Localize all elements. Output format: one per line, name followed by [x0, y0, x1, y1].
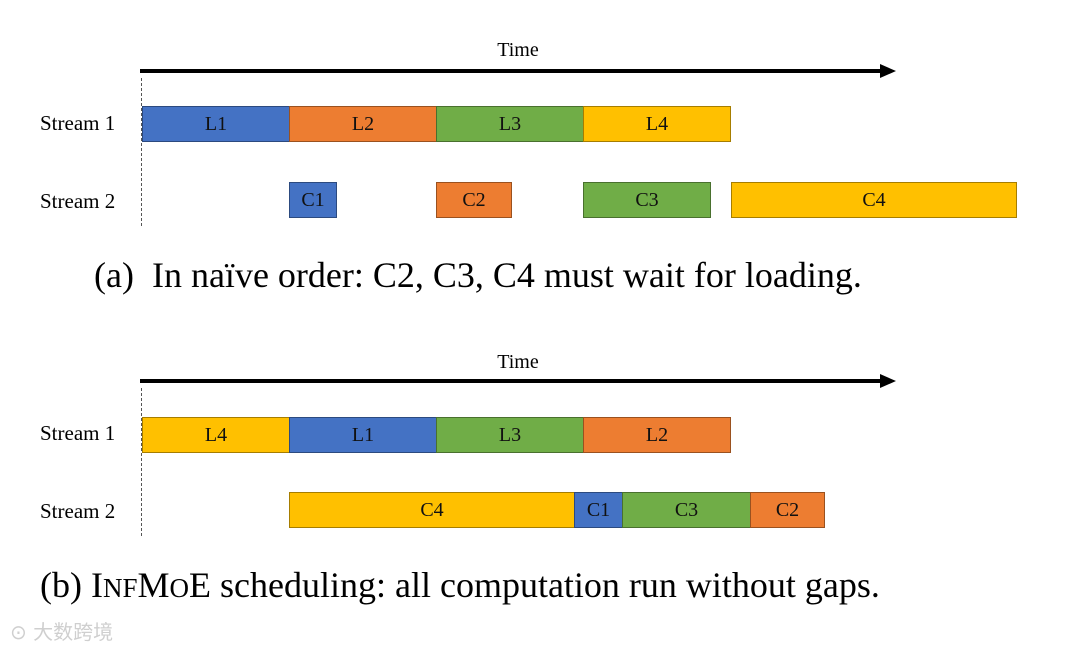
- caption-a: (a) In naïve order: C2, C3, C4 must wait…: [94, 254, 862, 296]
- watermark-text: 大数跨境: [33, 620, 114, 644]
- block-C2: C2: [750, 492, 825, 528]
- caption-b-prefix: (b): [40, 565, 82, 605]
- block-L3: L3: [436, 417, 584, 453]
- time-origin-line: [141, 388, 142, 536]
- block-C3: C3: [622, 492, 751, 528]
- block-L4: L4: [142, 417, 290, 453]
- block-C2: C2: [436, 182, 512, 218]
- time-label: Time: [497, 351, 539, 373]
- stream2-label: Stream 2: [40, 499, 116, 523]
- time-arrow: [140, 64, 896, 78]
- block-C4: C4: [731, 182, 1017, 218]
- time-arrow: [140, 374, 896, 388]
- stream2-label: Stream 2: [40, 189, 116, 213]
- caption-b-name-part: E: [189, 565, 212, 605]
- block-L2: L2: [583, 417, 731, 453]
- caption-b-system-name: INFMOE: [91, 565, 211, 605]
- caption-b-name-part: O: [169, 573, 190, 603]
- block-L1: L1: [289, 417, 437, 453]
- time-origin-line: [141, 78, 142, 226]
- block-L1: L1: [142, 106, 290, 142]
- block-C4: C4: [289, 492, 575, 528]
- caption-b-name-part: NF: [102, 573, 138, 603]
- block-C1: C1: [289, 182, 337, 218]
- watermark-logo-icon: ⊙: [10, 620, 27, 644]
- block-C3: C3: [583, 182, 711, 218]
- caption-b: (b) INFMOE scheduling: all computation r…: [40, 564, 880, 606]
- time-label: Time: [497, 39, 539, 61]
- stream1-label: Stream 1: [40, 111, 116, 135]
- caption-a-prefix: (a): [94, 255, 134, 295]
- block-L3: L3: [436, 106, 584, 142]
- caption-a-text: In naïve order: C2, C3, C4 must wait for…: [151, 255, 862, 295]
- caption-b-name-part: M: [137, 565, 170, 605]
- block-C1: C1: [574, 492, 623, 528]
- block-L4: L4: [583, 106, 731, 142]
- watermark: ⊙ 大数跨境: [10, 616, 113, 645]
- caption-b-text: scheduling: all computation run without …: [220, 565, 880, 605]
- caption-b-name-part: I: [90, 565, 103, 605]
- block-L2: L2: [289, 106, 437, 142]
- stream1-label: Stream 1: [40, 421, 116, 445]
